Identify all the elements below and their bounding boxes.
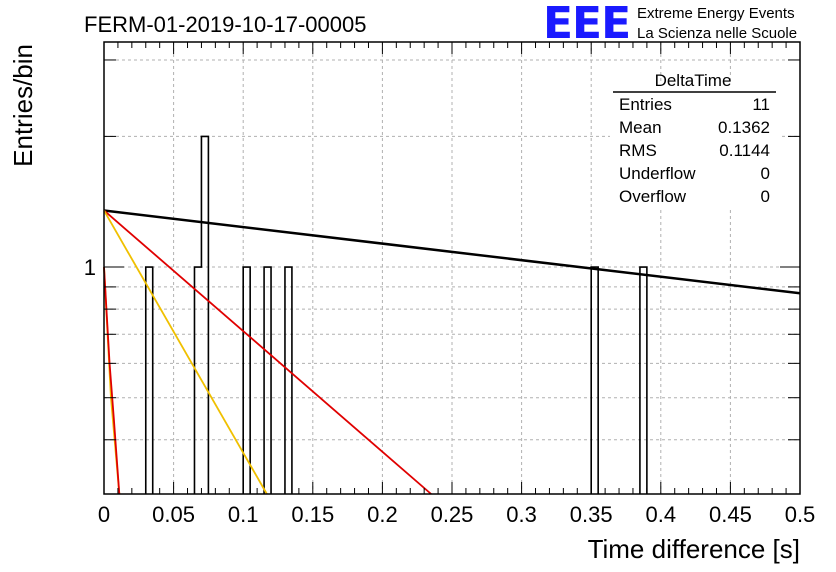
x-tick-label: 0 — [98, 502, 110, 527]
x-tick-label: 0.45 — [709, 502, 752, 527]
y-tick-label: 1 — [84, 255, 96, 280]
fit-curve — [103, 210, 268, 495]
histogram-bars — [144, 135, 648, 494]
stats-box-background — [610, 82, 780, 208]
stats-title: DeltaTime — [655, 71, 732, 90]
run-title: FERM-01-2019-10-17-00005 — [84, 12, 367, 37]
fit-curve — [103, 209, 801, 295]
stats-label: RMS — [619, 141, 657, 160]
axis-ticks — [103, 42, 801, 495]
x-tick-label: 0.15 — [291, 502, 334, 527]
stats-value: 0.1362 — [718, 118, 770, 137]
eee-logo-line2: La Scienza nelle Scuole — [637, 25, 797, 42]
x-tick-label: 0.5 — [785, 502, 816, 527]
stats-label: Entries — [619, 95, 672, 114]
stats-rows: Entries 11 Mean 0.1362 RMS 0.1144 Underflow 0 Ov… — [619, 95, 770, 206]
stats-value: 0 — [761, 164, 770, 183]
histogram-outline — [144, 135, 648, 494]
x-tick-label: 0.2 — [367, 502, 398, 527]
x-axis-label: Time difference [s] — [588, 534, 800, 564]
x-tick-label: 0.1 — [228, 502, 259, 527]
stats-label: Mean — [619, 118, 662, 137]
eee-logo-text: EEE — [543, 0, 630, 49]
y-axis-label: Entries/bin — [8, 44, 38, 167]
fit-curve — [103, 209, 432, 495]
x-tick-label: 0.35 — [570, 502, 613, 527]
x-tick-labels: 0 0.05 0.1 0.15 0.2 0.25 0.3 0.35 0.4 0.45 0.5 — [98, 502, 815, 527]
x-tick-label: 0.3 — [506, 502, 537, 527]
stats-box: DeltaTime Entries 11 Mean 0.1362 RMS 0.1144 Un… — [610, 71, 780, 208]
stats-label: Underflow — [619, 164, 696, 183]
stats-label: Overflow — [619, 187, 687, 206]
eee-logo-line1: Extreme Energy Events — [637, 5, 795, 22]
x-tick-label: 0.05 — [152, 502, 195, 527]
y-tick-labels: 1 — [84, 255, 96, 280]
stats-value: 0.1144 — [719, 141, 770, 160]
stats-value: 0 — [761, 187, 770, 206]
fit-curve — [103, 267, 121, 495]
eee-logo: EEE Extreme Energy Events La Scienza nel… — [543, 0, 797, 49]
stats-value: 11 — [752, 95, 770, 114]
x-tick-label: 0.4 — [646, 502, 677, 527]
x-tick-label: 0.25 — [431, 502, 474, 527]
